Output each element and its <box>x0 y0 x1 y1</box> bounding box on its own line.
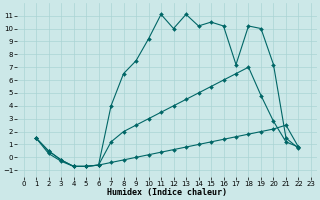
X-axis label: Humidex (Indice chaleur): Humidex (Indice chaleur) <box>107 188 227 197</box>
